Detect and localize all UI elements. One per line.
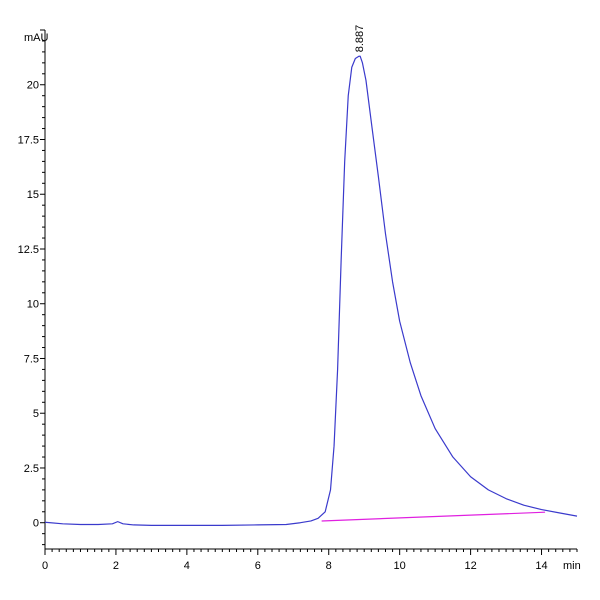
y-tick-label: 0 <box>33 518 39 530</box>
signal-trace <box>44 55 578 526</box>
peak-label: 8.887 <box>354 25 366 53</box>
y-tick-label: 5 <box>33 408 39 420</box>
y-tick-label: 10 <box>27 299 39 311</box>
baseline-line <box>321 511 546 522</box>
y-tick-label: 2.5 <box>24 463 39 475</box>
x-axis-unit-label: min <box>563 560 581 572</box>
series-layer <box>44 55 578 526</box>
y-axis-ticks: 0 2.5 5 7.5 10 12.5 15 17.5 20 <box>18 29 45 546</box>
x-axis-ticks: 0 2 4 6 8 10 12 14 <box>42 549 578 572</box>
y-tick-label: 7.5 <box>24 353 39 365</box>
annotation-layer: 8.887 <box>354 25 366 53</box>
y-tick-label: 20 <box>27 80 39 92</box>
x-tick-label: 8 <box>326 560 332 572</box>
x-tick-label: 2 <box>113 560 119 572</box>
x-tick-label: 4 <box>184 560 190 572</box>
y-tick-label: 12.5 <box>18 244 39 256</box>
x-tick-label: 10 <box>394 560 406 572</box>
x-tick-label: 0 <box>42 560 48 572</box>
x-tick-label: 6 <box>255 560 261 572</box>
y-tick-label: 17.5 <box>18 134 39 146</box>
y-tick-label: 15 <box>27 189 39 201</box>
x-tick-label: 12 <box>464 560 476 572</box>
axes <box>44 30 577 550</box>
x-tick-label: 14 <box>535 560 547 572</box>
y-axis-unit-label: mAU <box>24 32 49 44</box>
